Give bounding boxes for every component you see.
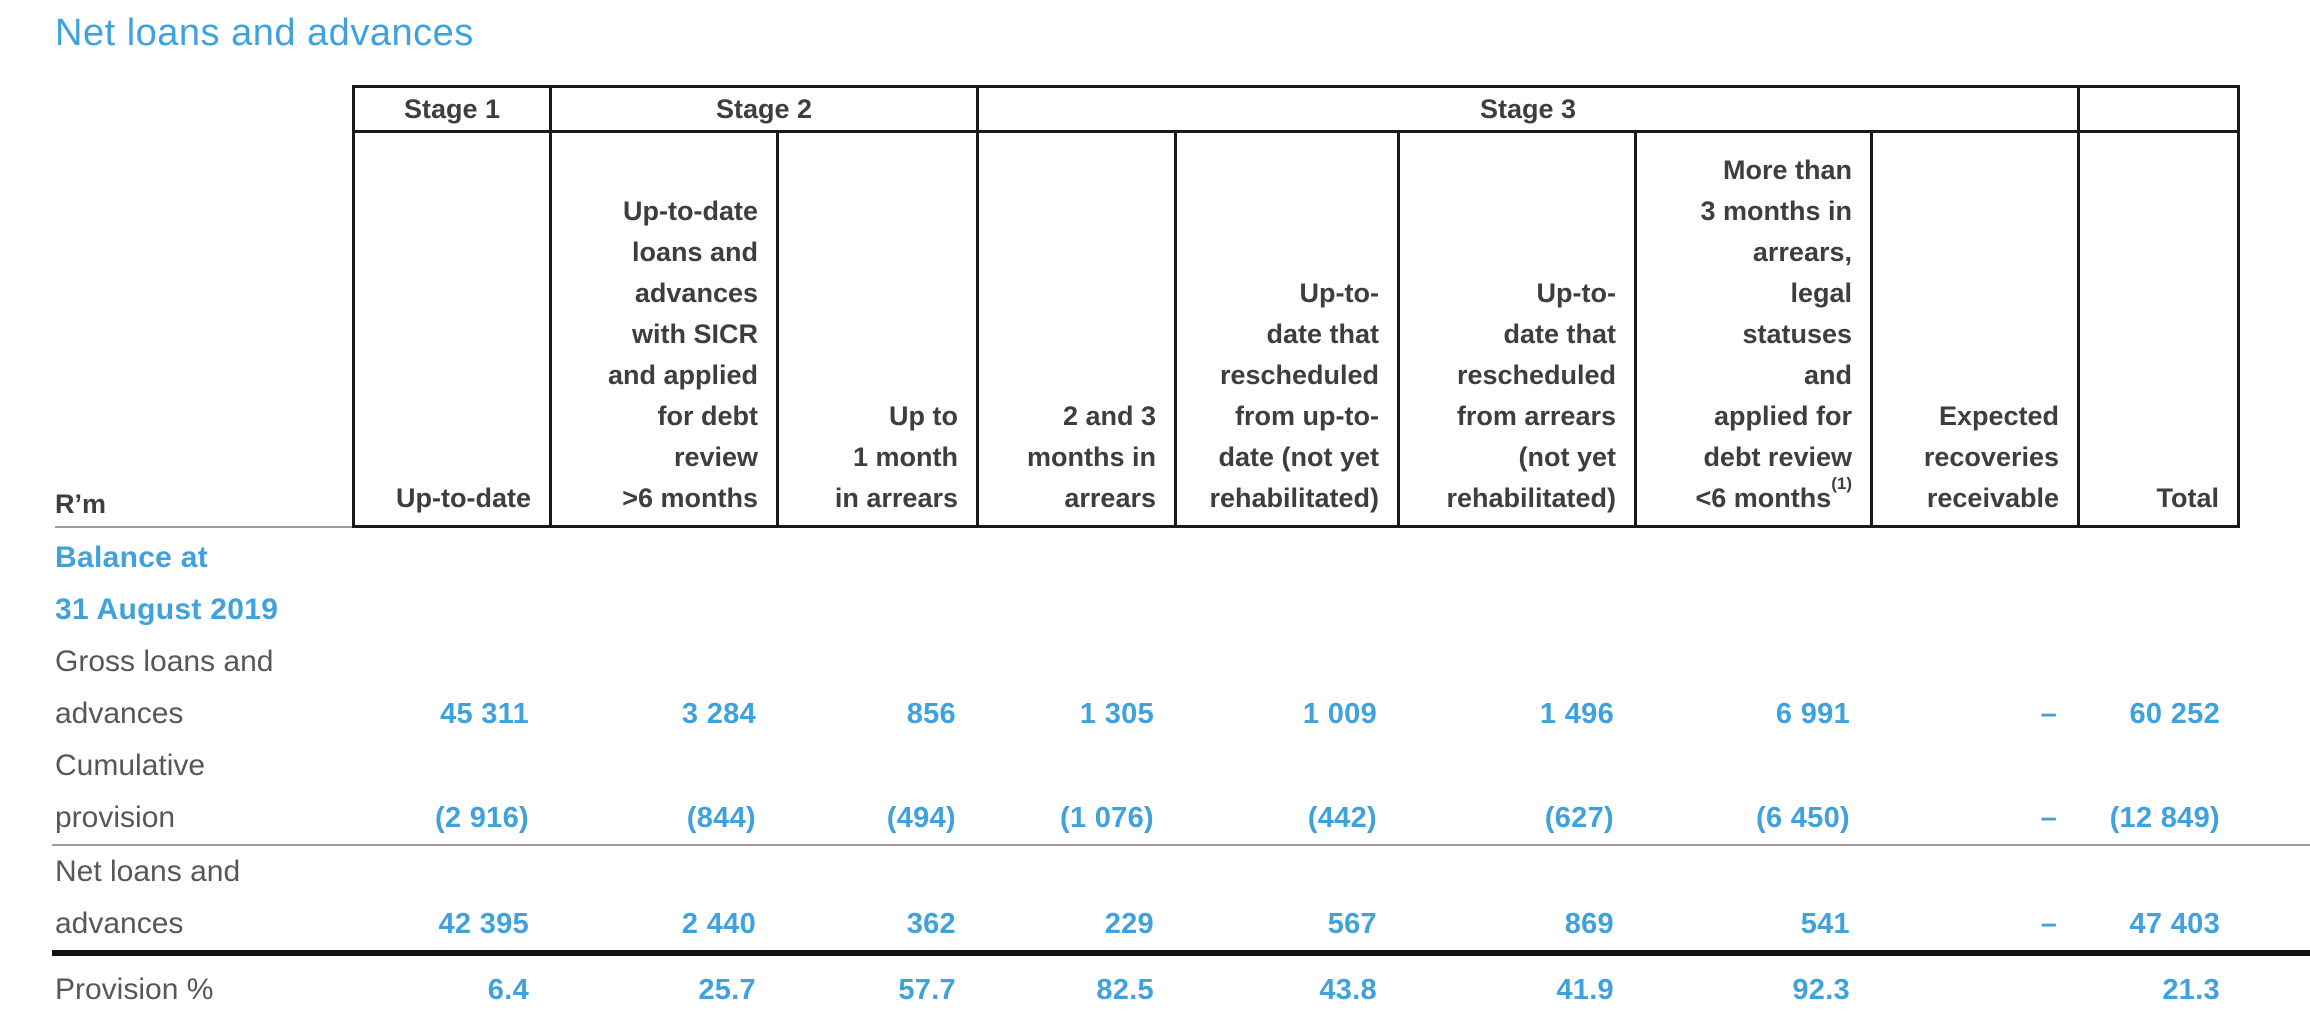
cell-value: 41.9 (1556, 974, 1614, 1006)
cell-value: – (2040, 698, 2057, 730)
cell-value: 229 (1104, 908, 1154, 940)
stage2-group-header: Stage 2 (549, 85, 976, 133)
cell-value: 57.7 (898, 974, 956, 1006)
row-label: Cumulative provision (55, 749, 206, 834)
less-than-6-months-text: <6 months (1695, 483, 1832, 513)
cell-value: (2 916) (435, 802, 529, 834)
row-gross-loans-and-advances: Gross loans and advances 45 311 3 284 856 1 … (0, 636, 2310, 740)
cell-value: 1 496 (1539, 698, 1614, 730)
row-label: Net loans and advances (55, 855, 241, 940)
cell-value: 21.3 (2162, 974, 2220, 1006)
col-header-more-3-months-arrears: More than 3 months in arrears, legal sta… (1634, 133, 1870, 528)
cell-value: 362 (906, 908, 956, 940)
col-header-more-3-months-lastline: <6 months(1) (1637, 475, 1852, 519)
stage1-group-header: Stage 1 (352, 85, 549, 133)
cell-value: 3 284 (681, 698, 756, 730)
cell-value: (6 450) (1756, 802, 1850, 834)
cell-value: 541 (1800, 908, 1850, 940)
col-header-2-3-months-arrears: 2 and 3 months in arrears (976, 133, 1174, 528)
page-title: Net loans and advances (55, 12, 474, 54)
cell-value: (12 849) (2109, 802, 2220, 834)
section-heading-row: Balance at 31 August 2019 (0, 528, 2310, 636)
cell-value: 6 991 (1775, 698, 1850, 730)
cell-value: (1 076) (1060, 802, 1154, 834)
cell-value: 47 403 (2129, 908, 2220, 940)
cell-value: 25.7 (698, 974, 756, 1006)
cell-value: 856 (906, 698, 956, 730)
col-header-sicr-debt-review: Up-to-date loans and advances with SICR … (549, 133, 776, 528)
table-body: Gross loans and advances 45 311 3 284 856 1 … (0, 636, 2310, 1022)
stage-group-header-row: Stage 1 Stage 2 Stage 3 (0, 85, 2310, 133)
footnote-ref: (1) (1831, 474, 1852, 493)
cell-value: 1 009 (1302, 698, 1377, 730)
divider-thick (52, 950, 2310, 956)
cell-value: – (2040, 908, 2057, 940)
row-label: Gross loans and advances (55, 645, 274, 730)
cell-value: 60 252 (2129, 698, 2220, 730)
cell-value: 45 311 (440, 698, 529, 730)
total-group-header-cell (2077, 85, 2240, 133)
row-cumulative-provision: Cumulative provision (2 916) (844) (494) (1 … (0, 740, 2310, 844)
cell-value: 869 (1564, 908, 1614, 940)
cell-value: 2 440 (681, 908, 756, 940)
column-header-row: R’m Up-to-date Up-to-date loans and adva… (0, 133, 2310, 528)
cell-value: 92.3 (1792, 974, 1850, 1006)
cell-value: (844) (686, 802, 756, 834)
col-header-up-to-1-month-arrears: Up to 1 month in arrears (776, 133, 976, 528)
unit-label: R’m (0, 133, 352, 528)
cell-value: (442) (1307, 802, 1377, 834)
cell-value: – (2040, 802, 2057, 834)
col-header-total: Total (2077, 133, 2240, 528)
row-net-loans-and-advances: Net loans and advances 42 395 2 440 362 229 5… (0, 846, 2310, 950)
col-header-rescheduled-arrears: Up-to- date that rescheduled from arrear… (1397, 133, 1634, 528)
net-loans-table: Stage 1 Stage 2 Stage 3 R’m Up-to-date U… (0, 85, 2310, 1022)
cell-value: (627) (1544, 802, 1614, 834)
cell-value: 1 305 (1079, 698, 1154, 730)
col-header-rescheduled-up-to-date: Up-to- date that rescheduled from up-to-… (1174, 133, 1397, 528)
col-header-up-to-date: Up-to-date (352, 133, 549, 528)
cell-value: 82.5 (1096, 974, 1154, 1006)
cell-value: 567 (1327, 908, 1377, 940)
cell-value: 42 395 (438, 908, 529, 940)
cell-value: (494) (886, 802, 956, 834)
row-provision-percent: Provision % 6.4 25.7 57.7 82.5 43.8 41.9 92.3 21… (0, 956, 2310, 1022)
divider-thin (52, 844, 2310, 846)
row-label: Provision % (55, 973, 214, 1006)
cell-value: 43.8 (1319, 974, 1377, 1006)
section-heading: Balance at 31 August 2019 (55, 541, 279, 626)
col-header-more-3-months-text: More than 3 months in arrears, legal sta… (1700, 155, 1852, 472)
stage3-group-header: Stage 3 (976, 85, 2077, 133)
cell-value: 6.4 (487, 974, 529, 1006)
col-header-expected-recoveries: Expected recoveries receivable (1870, 133, 2077, 528)
